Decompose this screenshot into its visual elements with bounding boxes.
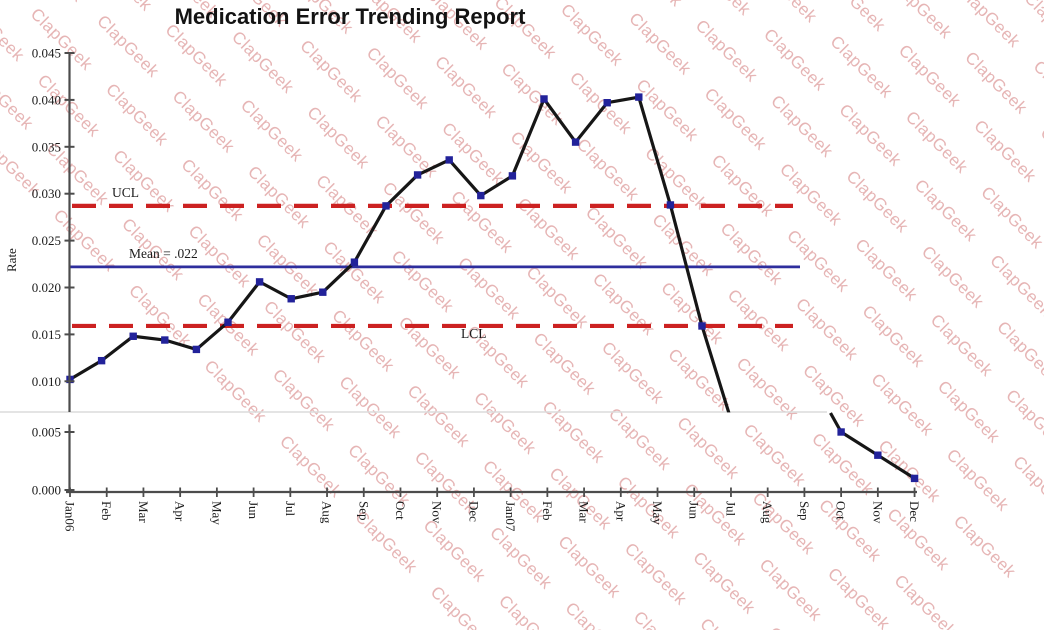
data-point-marker xyxy=(350,258,359,266)
x-tick-label: Jun xyxy=(687,501,702,520)
y-tick-label: 0.020 xyxy=(32,280,61,295)
x-tick-label: Mar xyxy=(577,501,592,523)
data-point-marker xyxy=(287,295,295,303)
data-point-marker xyxy=(97,356,106,365)
data-point-marker xyxy=(382,202,390,210)
y-tick-label: 0.000 xyxy=(32,483,61,498)
data-point-marker xyxy=(540,95,548,103)
series-line xyxy=(69,95,731,413)
x-tick-label: Nov xyxy=(870,501,885,524)
data-point-marker xyxy=(666,201,675,209)
chart-upper-piece: UCL Mean = .022 LCL 0.010 0.015 0.020 0.025 0.0… xyxy=(32,46,800,413)
data-point-marker xyxy=(192,345,201,354)
data-point-marker xyxy=(224,318,232,326)
data-point-marker xyxy=(477,191,485,200)
x-tick-label: Oct xyxy=(834,501,849,520)
x-tick-label: Apr xyxy=(613,501,628,522)
x-tick-label: Jan07 xyxy=(503,501,518,532)
x-tick-label: May xyxy=(209,501,224,525)
y-tick-label: 0.035 xyxy=(32,139,61,154)
data-point-marker xyxy=(161,336,169,344)
y-tick-label: 0.030 xyxy=(32,186,61,201)
x-tick-label: Feb xyxy=(540,501,555,521)
y-tick-label: 0.005 xyxy=(32,425,61,440)
data-point-marker xyxy=(413,171,422,179)
data-point-marker xyxy=(635,93,643,101)
x-tick-label: Mar xyxy=(136,501,151,523)
y-tick-label: 0.010 xyxy=(32,374,61,389)
x-tick-label: Nov xyxy=(430,501,445,524)
x-tick-label: Apr xyxy=(173,501,188,522)
x-tick-label: Jun xyxy=(246,501,261,520)
x-tick-label: Aug xyxy=(320,501,335,524)
x-tick-label: Jul xyxy=(283,501,298,517)
x-tick-label: Dec xyxy=(466,501,481,522)
y-tick-label: 0.045 xyxy=(32,46,61,61)
data-point-marker xyxy=(129,332,137,340)
x-tick-label: Feb xyxy=(99,501,114,521)
x-tick-label: Aug xyxy=(760,501,775,524)
y-tick-label: 0.025 xyxy=(32,233,61,248)
x-tick-label: Dec xyxy=(907,501,922,522)
x-tick-label: Oct xyxy=(393,501,408,520)
data-point-marker xyxy=(910,474,919,483)
chart-title: Medication Error Trending Report xyxy=(174,4,526,29)
data-point-marker xyxy=(837,428,845,436)
data-point-marker xyxy=(698,322,706,330)
x-tick-label: May xyxy=(650,501,665,525)
data-point-marker xyxy=(445,156,453,164)
series-line-tail xyxy=(829,412,916,480)
x-tick-label: Jan06 xyxy=(63,501,78,532)
x-tick-label: Sep xyxy=(356,501,371,521)
mean-label: Mean = .022 xyxy=(129,246,198,261)
data-point-marker xyxy=(319,288,327,296)
lcl-label: LCL xyxy=(461,326,487,341)
data-point-marker xyxy=(571,138,580,146)
data-point-marker xyxy=(255,278,264,286)
data-point-marker xyxy=(603,99,611,107)
x-tick-label: Sep xyxy=(797,501,812,521)
chart-lower-piece: 0.000 0.005 Jan06 Feb Mar Apr May Jun Jul Aug Sep O… xyxy=(32,412,922,532)
data-point-marker xyxy=(508,172,517,180)
ucl-label: UCL xyxy=(112,185,139,200)
x-tick-label: Jul xyxy=(724,501,739,517)
y-tick-label: 0.015 xyxy=(32,327,61,342)
y-axis-title: Rate xyxy=(4,248,19,272)
y-tick-label: 0.040 xyxy=(32,92,61,107)
data-point-marker xyxy=(874,451,882,459)
